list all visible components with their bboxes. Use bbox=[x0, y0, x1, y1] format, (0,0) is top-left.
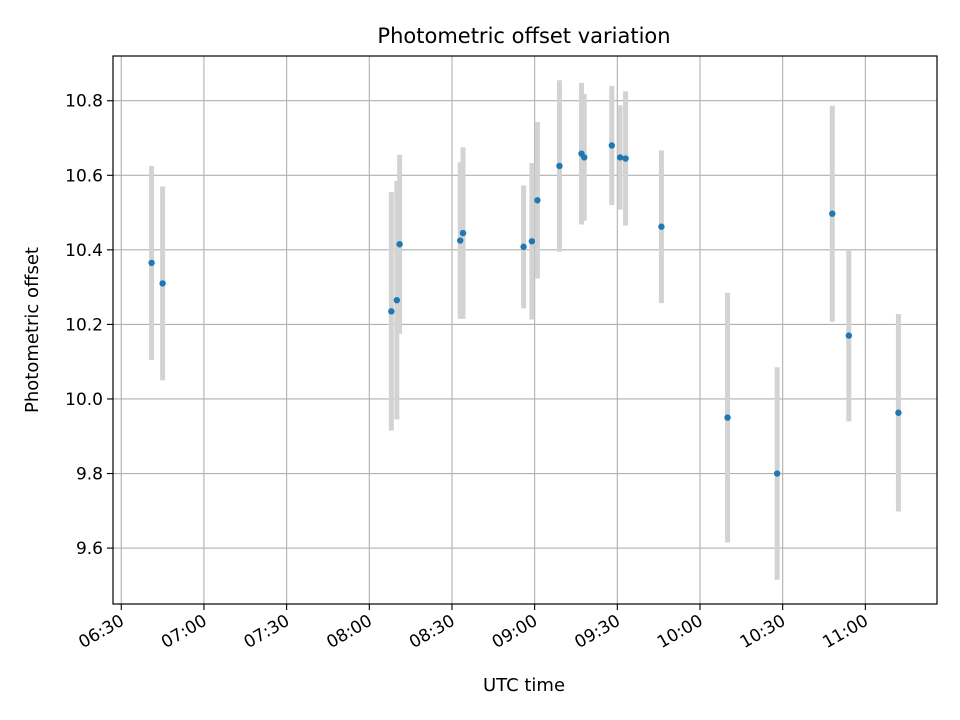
error-bars bbox=[149, 80, 901, 580]
data-point bbox=[845, 332, 853, 339]
y-axis-ticks: 9.6 9.8 10.0 10.2 10.4 10.6 10.8 bbox=[65, 92, 113, 559]
data-point bbox=[829, 210, 836, 217]
data-point bbox=[148, 259, 155, 267]
x-axis-ticks: 06:30 07:00 07:30 08:00 08:30 09:00 09:30 10:00… bbox=[75, 604, 872, 653]
data-point bbox=[388, 308, 395, 315]
data-point bbox=[724, 414, 731, 421]
x-tick-label: 09:00 bbox=[489, 611, 541, 653]
x-tick-label: 10:30 bbox=[737, 611, 789, 653]
x-tick-label: 08:00 bbox=[323, 611, 375, 653]
data-point bbox=[457, 237, 464, 244]
x-tick-label: 07:00 bbox=[158, 611, 210, 653]
y-tick-label: 10.8 bbox=[65, 92, 103, 112]
data-point bbox=[159, 280, 166, 287]
x-tick-label: 09:30 bbox=[571, 611, 623, 653]
chart-title: Photometric offset variation bbox=[377, 24, 670, 48]
data-points bbox=[148, 142, 902, 477]
y-tick-label: 10.0 bbox=[65, 390, 103, 410]
data-point bbox=[608, 142, 616, 149]
data-point bbox=[622, 155, 629, 162]
data-point bbox=[534, 197, 541, 204]
data-point bbox=[459, 229, 467, 237]
x-axis-label: UTC time bbox=[483, 675, 565, 696]
x-tick-label: 08:30 bbox=[406, 611, 458, 653]
data-point bbox=[658, 223, 665, 230]
grid bbox=[113, 56, 937, 604]
y-tick-label: 10.4 bbox=[65, 241, 103, 261]
plot-frame bbox=[112, 55, 938, 605]
y-tick-label: 9.8 bbox=[76, 465, 103, 485]
data-point bbox=[773, 470, 781, 477]
y-tick-label: 10.2 bbox=[65, 315, 103, 335]
data-point bbox=[528, 238, 536, 245]
data-point bbox=[520, 243, 527, 251]
x-tick-label: 07:30 bbox=[241, 611, 293, 653]
x-tick-label: 11:00 bbox=[819, 611, 871, 653]
data-point bbox=[396, 241, 403, 248]
y-axis-label: Photometric offset bbox=[22, 247, 43, 413]
data-point bbox=[556, 162, 563, 170]
data-point bbox=[616, 154, 624, 161]
x-tick-label: 10:00 bbox=[654, 611, 706, 653]
data-point bbox=[393, 296, 401, 304]
x-tick-label: 06:30 bbox=[75, 611, 127, 653]
data-point bbox=[581, 154, 588, 161]
y-tick-label: 10.6 bbox=[65, 166, 103, 186]
y-tick-label: 9.6 bbox=[76, 539, 103, 559]
data-point bbox=[895, 409, 902, 416]
